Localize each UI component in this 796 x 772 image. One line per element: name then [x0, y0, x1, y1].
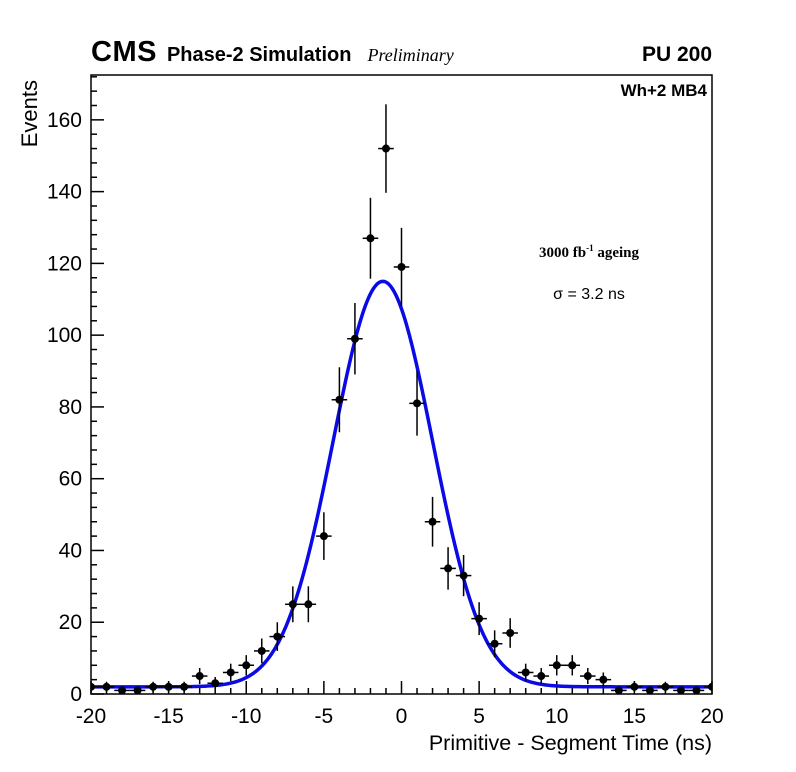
- data-point: [335, 395, 344, 404]
- luminosity-ageing-label: 3000 fb-1 ageing: [489, 243, 689, 262]
- x-tick-label: 5: [473, 705, 485, 728]
- y-axis: [91, 76, 104, 695]
- data-point: [645, 686, 654, 694]
- experiment-label: CMS: [91, 36, 157, 68]
- data-point: [661, 682, 670, 691]
- data-point: [242, 661, 251, 670]
- y-tick-label: 0: [70, 683, 82, 706]
- data-point: [257, 646, 266, 655]
- data-point: [490, 639, 499, 648]
- data-point: [211, 679, 220, 688]
- data-point: [537, 672, 546, 681]
- data-point: [444, 564, 453, 573]
- pileup-label: PU 200: [641, 43, 712, 66]
- data-point: [319, 532, 328, 541]
- data-point: [583, 672, 592, 681]
- y-tick-label: 20: [59, 611, 82, 634]
- y-tick-label: 160: [47, 109, 82, 132]
- data-point: [614, 686, 623, 694]
- data-point: [164, 682, 173, 691]
- y-tick-label: 60: [59, 468, 82, 491]
- data-point: [149, 682, 158, 691]
- x-tick-label: 10: [545, 705, 568, 728]
- data-point: [180, 682, 189, 691]
- y-axis-title: Events: [17, 80, 42, 147]
- data-point: [413, 399, 422, 408]
- lumi-exponent: -1: [586, 243, 594, 253]
- data-point: [91, 682, 95, 691]
- preliminary-label: Preliminary: [367, 45, 454, 65]
- data-point: [226, 668, 235, 677]
- data-point: [350, 334, 359, 343]
- data-point: [692, 686, 701, 694]
- data-point: [366, 234, 375, 243]
- tick-labels: -20 -15 -10 -5 0 5 10 15 20 0 20 40 60 80 100 120 140 160: [47, 109, 724, 728]
- plot-frame: [90, 74, 713, 695]
- y-tick-label: 80: [59, 396, 82, 419]
- x-axis-title: Primitive - Segment Time (ns): [429, 731, 712, 755]
- y-tick-label: 100: [47, 324, 82, 347]
- x-tick-label: 20: [700, 705, 723, 728]
- data-point: [599, 675, 608, 684]
- sigma-label: σ = 3.2 ns: [553, 286, 625, 303]
- data-point: [521, 668, 530, 677]
- simulation-label: Phase-2 Simulation: [166, 44, 352, 66]
- data-point: [568, 661, 577, 670]
- data-point: [133, 686, 142, 694]
- x-tick-label: 0: [396, 705, 408, 728]
- x-tick-label: 15: [623, 705, 646, 728]
- data-point: [304, 600, 313, 609]
- data-point: [676, 686, 685, 694]
- data-point: [475, 614, 484, 623]
- x-tick-label: -15: [153, 705, 183, 728]
- x-tick-label: -20: [76, 705, 106, 728]
- data-point: [273, 632, 282, 641]
- data-point: [102, 682, 111, 691]
- x-tick-label: -5: [315, 705, 334, 728]
- lumi-prefix: 3000 fb: [538, 245, 587, 261]
- plot-header: CMS Phase-2 Simulation Preliminary PU 20…: [91, 36, 712, 69]
- data-point: [630, 682, 639, 691]
- plot-content: [91, 104, 712, 694]
- data-points: [91, 104, 712, 694]
- y-tick-label: 40: [59, 539, 82, 562]
- data-point: [288, 600, 297, 609]
- data-point: [428, 517, 437, 526]
- x-tick-label: -10: [231, 705, 261, 728]
- y-tick-label: 120: [47, 252, 82, 275]
- data-point: [552, 661, 561, 670]
- lumi-suffix: ageing: [593, 245, 639, 261]
- data-point: [118, 686, 127, 694]
- data-point: [381, 144, 390, 153]
- channel-label: Wh+2 MB4: [620, 81, 707, 100]
- data-point: [397, 262, 406, 271]
- fit-curve: [91, 279, 712, 689]
- y-tick-label: 140: [47, 181, 82, 204]
- data-point: [459, 571, 468, 580]
- data-point: [195, 672, 204, 681]
- data-point: [506, 628, 515, 637]
- data-point: [708, 682, 712, 691]
